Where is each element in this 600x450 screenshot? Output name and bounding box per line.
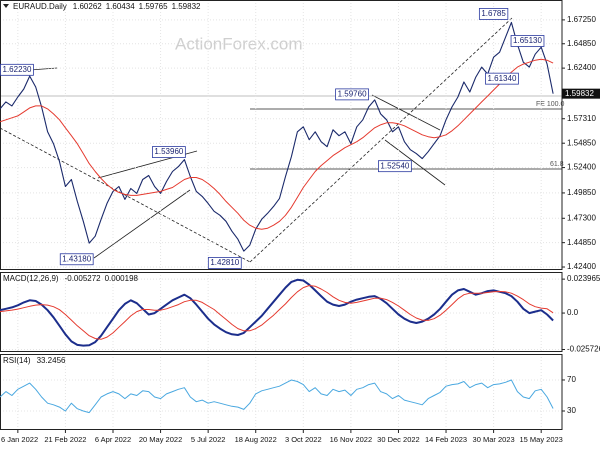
x-tick-label: 3 Oct 2022 bbox=[285, 435, 322, 444]
fib-label: 61.8 bbox=[550, 161, 564, 168]
watermark: ActionForex.com bbox=[175, 34, 303, 53]
price-annotation: 1.43180 bbox=[59, 253, 94, 266]
annotation-label: 1.52540 bbox=[380, 161, 409, 170]
trend-line bbox=[371, 94, 441, 131]
header-value: 1.59832 bbox=[172, 2, 201, 11]
x-tick-label: 18 Aug 2022 bbox=[235, 435, 277, 444]
annotation-label: 1.62230 bbox=[3, 65, 32, 74]
y-tick-label: 30 bbox=[567, 406, 576, 415]
annotation-label: 1.42810 bbox=[210, 258, 239, 267]
price-annotation: 1.53960 bbox=[152, 146, 186, 158]
header-value: 33.2456 bbox=[37, 356, 66, 365]
y-tick-label: 1.54850 bbox=[567, 138, 596, 147]
x-tick-label: 14 Feb 2023 bbox=[425, 435, 467, 444]
trend-line bbox=[93, 189, 191, 259]
header-value: 1.60262 bbox=[73, 2, 102, 11]
x-tick-label: 30 Dec 2022 bbox=[377, 435, 420, 444]
x-tick-label: 30 Mar 2023 bbox=[473, 435, 515, 444]
y-tick-label: 70 bbox=[567, 375, 576, 384]
series-line bbox=[0, 285, 554, 340]
trend-line bbox=[29, 67, 58, 71]
last-price-box bbox=[562, 88, 600, 99]
x-tick-label: 6 Apr 2022 bbox=[95, 435, 131, 444]
panel-title: EURAUD.Daily bbox=[13, 2, 67, 11]
x-tick-label: 5 Jul 2022 bbox=[191, 435, 226, 444]
annotation-label: 1.53960 bbox=[154, 147, 183, 156]
x-tick-label: 16 Nov 2022 bbox=[330, 435, 373, 444]
trend-lines bbox=[0, 17, 562, 263]
annotation-box bbox=[478, 8, 509, 20]
price-annotation: 1.65130 bbox=[510, 35, 545, 47]
series-line bbox=[0, 58, 554, 230]
series-line bbox=[0, 379, 554, 414]
price-annotation: 1.42810 bbox=[207, 257, 242, 269]
panel-frame bbox=[0, 354, 563, 430]
y-tick-label: 1.52400 bbox=[567, 163, 596, 172]
annotation-box bbox=[152, 146, 186, 158]
header-value: 0.000198 bbox=[105, 274, 139, 283]
last-price-label: 1.59832 bbox=[565, 89, 594, 98]
annotation-label: 1.65130 bbox=[513, 36, 542, 45]
annotation-box bbox=[0, 63, 34, 76]
fib-label: FE 100.0 bbox=[536, 101, 565, 108]
annotation-box bbox=[378, 160, 412, 173]
annotation-box bbox=[510, 35, 545, 47]
price-annotation: 1.52540 bbox=[378, 160, 412, 173]
y-tick-label: 1.49850 bbox=[567, 188, 596, 197]
x-tick-label: 6 Jan 2022 bbox=[1, 435, 38, 444]
panel-title: RSI(14) bbox=[3, 356, 31, 365]
header-value: 1.59765 bbox=[139, 2, 168, 11]
y-tick-label: 0.023965 bbox=[567, 274, 600, 283]
annotation-label: 1.6785 bbox=[481, 9, 506, 18]
series-line bbox=[0, 278, 554, 347]
y-tick-label: 0.0 bbox=[567, 308, 579, 317]
y-tick-label: 1.47300 bbox=[567, 213, 596, 222]
header-value: -0.005272 bbox=[65, 274, 102, 283]
annotation-box bbox=[335, 88, 369, 101]
price-annotation: 1.59760 bbox=[335, 88, 369, 101]
annotation-box bbox=[485, 72, 519, 85]
price-annotation: 1.62230 bbox=[0, 63, 34, 76]
trend-line bbox=[0, 127, 251, 263]
trend-line bbox=[384, 139, 446, 186]
y-tick-label: 1.62400 bbox=[567, 63, 596, 72]
annotation-box bbox=[59, 253, 94, 266]
y-tick-label: -0.025726 bbox=[567, 345, 600, 354]
y-tick-label: 1.57310 bbox=[567, 114, 596, 123]
header-value: 1.60434 bbox=[106, 2, 135, 11]
annotation-label: 1.59760 bbox=[338, 89, 367, 98]
x-tick-label: 21 Feb 2022 bbox=[44, 435, 86, 444]
annotation-label: 1.43180 bbox=[62, 254, 91, 263]
panel-frame bbox=[0, 0, 563, 270]
y-tick-label: 1.44850 bbox=[567, 238, 596, 247]
x-tick-label: 20 May 2022 bbox=[139, 435, 182, 444]
y-tick-label: 1.42400 bbox=[567, 262, 596, 271]
panel-title: MACD(12,26,9) bbox=[3, 274, 59, 283]
price-annotation: 1.6785 bbox=[478, 8, 509, 20]
x-tick-label: 15 May 2023 bbox=[519, 435, 562, 444]
header-marker bbox=[3, 4, 9, 8]
price-annotation: 1.61340 bbox=[485, 72, 519, 85]
y-tick-label: 1.64850 bbox=[567, 39, 596, 48]
series-line bbox=[0, 21, 554, 252]
annotation-label: 1.61340 bbox=[487, 74, 516, 83]
annotation-box bbox=[207, 257, 242, 269]
y-tick-label: 1.67250 bbox=[567, 15, 596, 24]
